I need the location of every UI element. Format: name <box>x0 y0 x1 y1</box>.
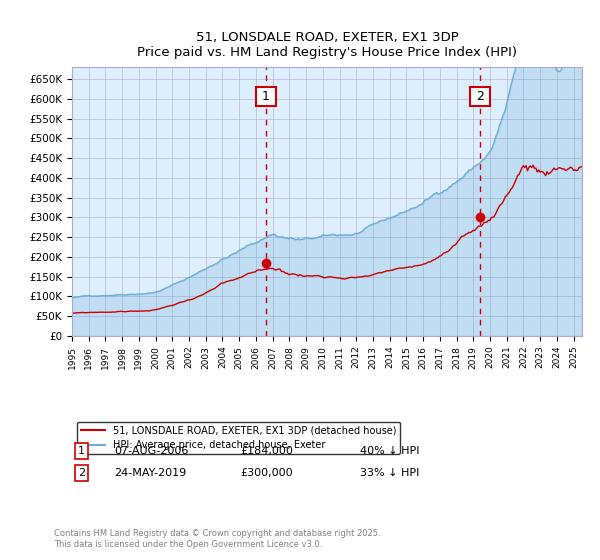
Title: 51, LONSDALE ROAD, EXETER, EX1 3DP
Price paid vs. HM Land Registry's House Price: 51, LONSDALE ROAD, EXETER, EX1 3DP Price… <box>137 31 517 59</box>
Text: £300,000: £300,000 <box>240 468 293 478</box>
Text: 1: 1 <box>78 446 85 456</box>
Text: Contains HM Land Registry data © Crown copyright and database right 2025.
This d: Contains HM Land Registry data © Crown c… <box>54 529 380 549</box>
Text: 1: 1 <box>262 90 270 102</box>
FancyBboxPatch shape <box>256 87 276 106</box>
Legend: 51, LONSDALE ROAD, EXETER, EX1 3DP (detached house), HPI: Average price, detache: 51, LONSDALE ROAD, EXETER, EX1 3DP (deta… <box>77 422 400 454</box>
FancyBboxPatch shape <box>470 87 490 106</box>
Text: £184,000: £184,000 <box>240 446 293 456</box>
Text: 2: 2 <box>476 90 484 102</box>
Text: 33% ↓ HPI: 33% ↓ HPI <box>360 468 419 478</box>
Text: 2: 2 <box>78 468 85 478</box>
Text: 24-MAY-2019: 24-MAY-2019 <box>114 468 186 478</box>
Text: 07-AUG-2006: 07-AUG-2006 <box>114 446 188 456</box>
Text: 40% ↓ HPI: 40% ↓ HPI <box>360 446 419 456</box>
